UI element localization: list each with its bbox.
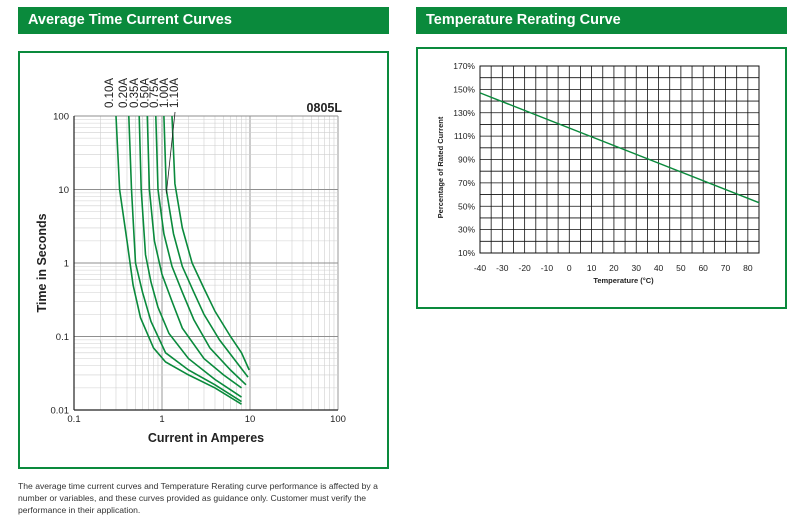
tr-x-tick-label: -30 bbox=[496, 263, 509, 273]
tr-x-tick-label: 10 bbox=[587, 263, 597, 273]
left-panel-header: Average Time Current Curves bbox=[18, 7, 389, 34]
tr-y-tick-label: 130% bbox=[453, 108, 475, 118]
tc-series-label: 1.00A bbox=[159, 78, 171, 108]
tc-series-label: 0.75A bbox=[149, 78, 161, 108]
tc-y-tick-label: 0.01 bbox=[51, 406, 70, 417]
tr-x-tick-label: 0 bbox=[567, 263, 572, 273]
temperature-rerating-chart: -40 -30 -20 -10 0 10 20 30 40 50 60 70 80 10% 30% 50% 70… bbox=[436, 61, 760, 285]
tr-x-tick-label: -40 bbox=[474, 263, 487, 273]
tc-series-label: 0.20A bbox=[118, 78, 130, 108]
tc-curve-0-20a bbox=[128, 115, 242, 403]
tc-curve-1-10a bbox=[171, 115, 250, 371]
tc-curve-0-35a bbox=[138, 115, 242, 398]
tr-x-tick-label: 20 bbox=[609, 263, 619, 273]
tc-x-tick-label: 0.1 bbox=[67, 414, 80, 425]
tr-rerating-line bbox=[479, 92, 760, 204]
tc-series-label: 1.10A bbox=[169, 78, 181, 108]
tr-x-tick-label: -10 bbox=[541, 263, 554, 273]
tc-curve-0-10a bbox=[115, 115, 242, 405]
tr-x-tick-label: 60 bbox=[698, 263, 708, 273]
tr-x-axis-label: Temperature (°C) bbox=[593, 276, 654, 285]
tc-series-label: 0.35A bbox=[129, 78, 141, 108]
tr-x-tick-label: 70 bbox=[721, 263, 731, 273]
tc-y-tick-label: 100 bbox=[53, 112, 69, 123]
tc-y-tick-label: 10 bbox=[58, 185, 69, 196]
tr-x-tick-label: 30 bbox=[632, 263, 642, 273]
tr-y-tick-label: 90% bbox=[458, 155, 475, 165]
tc-curve-1-00a bbox=[163, 115, 249, 378]
tr-y-tick-label: 70% bbox=[458, 178, 475, 188]
tc-label-leader-line bbox=[165, 111, 176, 194]
tr-x-tick-label: 50 bbox=[676, 263, 686, 273]
tc-series-label: 0.50A bbox=[139, 78, 151, 108]
tc-y-axis-label: Time in Seconds bbox=[35, 213, 49, 312]
tc-curve-0-50a bbox=[146, 115, 242, 389]
right-panel-header: Temperature Rerating Curve bbox=[416, 7, 787, 34]
tc-x-tick-label: 1 bbox=[159, 414, 164, 425]
tc-grid bbox=[73, 115, 339, 411]
tc-y-tick-label: 1 bbox=[64, 259, 69, 270]
tr-y-axis-label: Percentage of Rated Current bbox=[436, 116, 445, 218]
time-current-chart-panel: 0.1 1 10 100 0.01 0.1 1 10 100 Current in Amperes… bbox=[18, 51, 389, 469]
tc-x-tick-label: 10 bbox=[245, 414, 256, 425]
tr-y-tick-label: 50% bbox=[458, 201, 475, 211]
tr-x-tick-label: 80 bbox=[743, 263, 753, 273]
tr-y-tick-label: 170% bbox=[453, 61, 475, 71]
tc-series-label: 0.10A bbox=[104, 78, 116, 108]
tc-chart-title: 0805L bbox=[307, 101, 343, 115]
tr-x-tick-label: -20 bbox=[518, 263, 531, 273]
disclaimer-note: The average time current curves and Temp… bbox=[18, 481, 378, 515]
tc-curve-0-75a bbox=[155, 115, 247, 386]
tr-x-tick-label: 40 bbox=[654, 263, 664, 273]
tr-y-tick-label: 110% bbox=[454, 131, 476, 141]
tr-y-tick-label: 30% bbox=[458, 225, 475, 235]
tr-y-tick-label: 150% bbox=[453, 84, 475, 94]
tr-grid bbox=[479, 65, 760, 254]
tc-x-axis-label: Current in Amperes bbox=[148, 431, 264, 445]
tc-y-tick-label: 0.1 bbox=[56, 332, 69, 343]
tc-x-tick-label: 100 bbox=[330, 414, 346, 425]
tr-y-tick-label: 10% bbox=[458, 248, 475, 258]
temperature-rerating-chart-panel: -40 -30 -20 -10 0 10 20 30 40 50 60 70 80 10% 30% 50% 70… bbox=[416, 47, 787, 309]
